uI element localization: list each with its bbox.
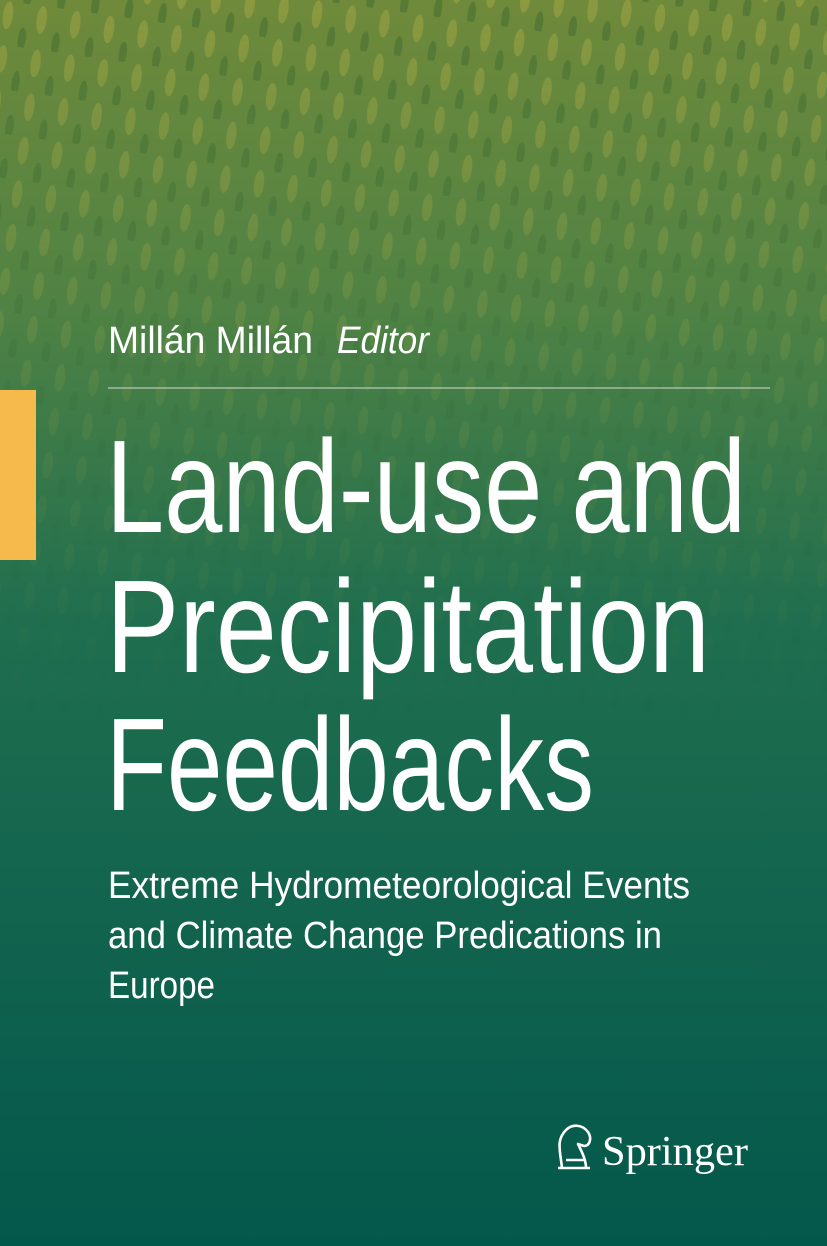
accent-bar xyxy=(0,390,36,560)
editor-name: Millán Millán xyxy=(108,320,313,362)
title-line: Feedbacks xyxy=(106,691,594,838)
title-line: Precipitation xyxy=(106,553,710,700)
publisher-logo xyxy=(558,1124,592,1170)
editor-role: Editor xyxy=(337,320,430,362)
publisher: Springer xyxy=(602,1129,748,1175)
texture xyxy=(0,0,827,720)
subtitle-line: Extreme Hydrometeorological Events xyxy=(108,865,690,907)
title-line: Land-use and xyxy=(106,413,746,560)
subtitle-line: Europe xyxy=(108,965,215,1007)
subtitle-line: and Climate Change Predications in xyxy=(108,915,662,957)
